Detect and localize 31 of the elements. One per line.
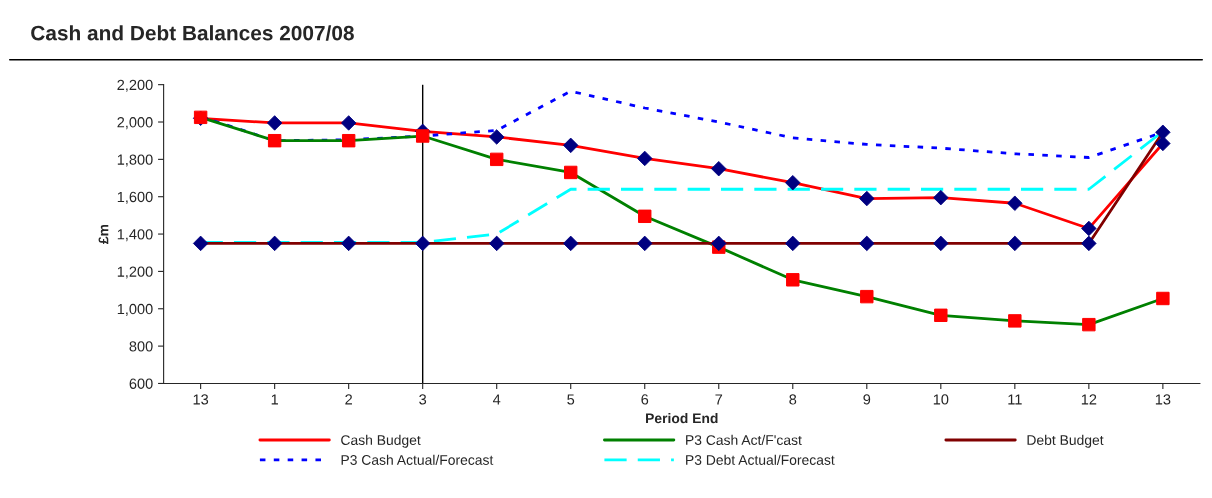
y-tick-label: 1,800 xyxy=(117,154,153,167)
legend-label: P3 Debt Actual/Forecast xyxy=(686,454,835,465)
y-tick-label: 1,600 xyxy=(117,191,153,204)
x-tick-label: 5 xyxy=(567,394,575,405)
x-tick-label: 3 xyxy=(419,394,427,405)
x-tick-label: 13 xyxy=(193,394,209,405)
y-tick-label: 1,200 xyxy=(117,266,153,279)
y-tick-label: 800 xyxy=(129,341,153,352)
x-tick-label: 13 xyxy=(1155,394,1171,405)
y-tick-label: 2,000 xyxy=(117,117,153,130)
x-tick-label: 1 xyxy=(271,394,278,405)
x-tick-label: 9 xyxy=(863,394,871,405)
legend-label: Debt Budget xyxy=(1027,434,1104,448)
x-tick-label: 7 xyxy=(715,394,723,405)
y-axis-title: £m xyxy=(98,224,109,244)
y-tick-label: 2,200 xyxy=(117,79,153,92)
x-tick-label: 10 xyxy=(933,394,949,405)
x-tick-label: 12 xyxy=(1081,394,1097,405)
x-axis-title: Period End xyxy=(646,413,718,424)
y-tick-label: 1,400 xyxy=(117,229,153,242)
x-tick-label: 4 xyxy=(492,394,501,405)
y-tick-label: 600 xyxy=(129,378,153,389)
legend-label: P3 Cash Actual/Forecast xyxy=(341,454,494,465)
chart-title: Cash and Debt Balances 2007/08 xyxy=(31,25,354,41)
x-tick-label: 8 xyxy=(789,394,797,405)
legend-label: P3 Cash Act/F'cast xyxy=(686,434,802,446)
y-tick-label: 1,000 xyxy=(117,303,153,316)
x-tick-label: 6 xyxy=(641,394,649,405)
x-tick-label: 2 xyxy=(345,394,352,405)
x-tick-label: 11 xyxy=(1008,394,1022,405)
legend-label: Cash Budget xyxy=(341,434,421,448)
